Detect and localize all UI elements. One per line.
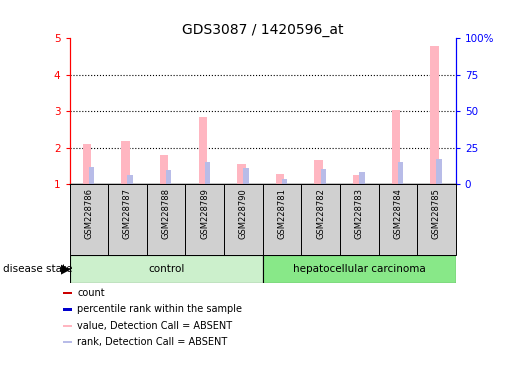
Bar (185, 184, 224, 255)
Text: value, Detection Call = ABSENT: value, Detection Call = ABSENT (77, 321, 232, 331)
Bar (205, 162, 210, 184)
Bar (243, 168, 249, 184)
Text: GSM228785: GSM228785 (432, 188, 441, 239)
Bar (398, 162, 403, 184)
Text: count: count (77, 288, 105, 298)
Text: disease state: disease state (3, 264, 72, 274)
Bar (320, 169, 326, 184)
Text: GSM228781: GSM228781 (278, 188, 286, 239)
Bar (237, 164, 246, 184)
Bar (63, 308, 72, 311)
Text: hepatocellular carcinoma: hepatocellular carcinoma (293, 264, 425, 274)
Bar (147, 184, 185, 255)
Bar (128, 175, 133, 184)
Bar (353, 175, 362, 184)
Text: GSM228790: GSM228790 (239, 188, 248, 238)
Bar (89, 167, 94, 184)
Bar (282, 179, 287, 184)
Bar (379, 184, 417, 255)
Title: GDS3087 / 1420596_at: GDS3087 / 1420596_at (182, 23, 344, 37)
Bar (160, 155, 168, 184)
Text: rank, Detection Call = ABSENT: rank, Detection Call = ABSENT (77, 337, 227, 347)
Text: ▶: ▶ (61, 263, 71, 276)
Text: GSM228784: GSM228784 (393, 188, 402, 239)
Bar (340, 184, 379, 255)
Bar (417, 184, 456, 255)
Text: GSM228789: GSM228789 (200, 188, 209, 239)
Bar (314, 159, 323, 184)
Bar (63, 324, 72, 327)
Bar (199, 117, 207, 184)
Bar (392, 109, 400, 184)
Text: GSM228782: GSM228782 (316, 188, 325, 239)
Bar (263, 255, 456, 283)
Text: GSM228783: GSM228783 (355, 188, 364, 239)
Text: GSM228787: GSM228787 (123, 188, 132, 239)
Bar (301, 184, 340, 255)
Bar (224, 184, 263, 255)
Bar (122, 141, 130, 184)
Bar (431, 46, 439, 184)
Text: GSM228788: GSM228788 (162, 188, 170, 239)
Bar (359, 172, 365, 184)
Text: GSM228786: GSM228786 (84, 188, 93, 239)
Text: control: control (148, 264, 184, 274)
Bar (83, 144, 91, 184)
Bar (276, 174, 284, 184)
Text: percentile rank within the sample: percentile rank within the sample (77, 305, 242, 314)
Bar (436, 159, 442, 184)
Bar (70, 255, 263, 283)
Bar (70, 184, 108, 255)
Bar (63, 341, 72, 343)
Bar (63, 292, 72, 294)
Bar (263, 184, 301, 255)
Bar (108, 184, 147, 255)
Bar (166, 170, 171, 184)
